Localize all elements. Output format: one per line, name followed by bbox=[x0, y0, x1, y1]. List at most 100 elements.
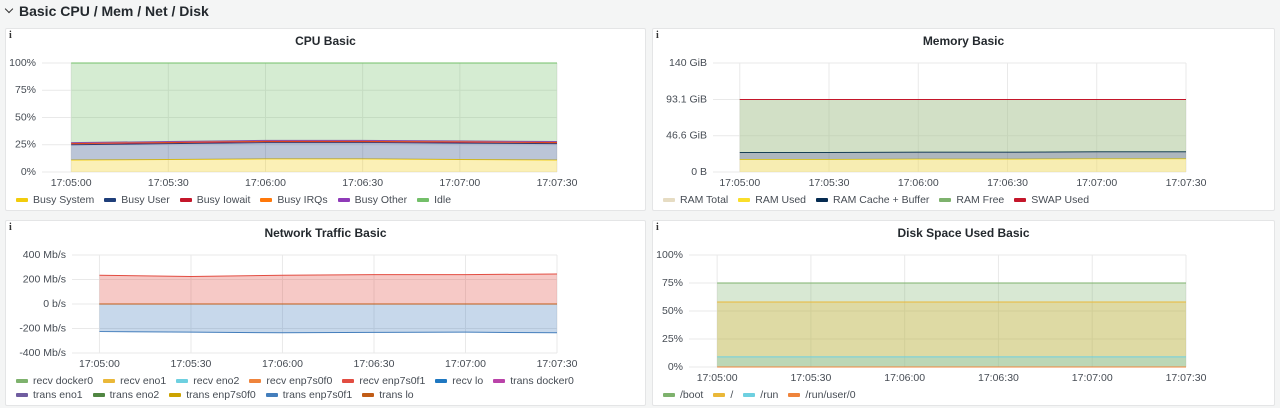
legend: /boot / /run/run/user/0 bbox=[663, 389, 1266, 401]
y-tick-label: 200 Mb/s bbox=[23, 273, 66, 285]
panel: i Network Traffic Basic recv docker0 recv e… bbox=[5, 220, 646, 406]
y-tick-label: 0% bbox=[668, 361, 683, 373]
plot: 0% 25% 50% 75% 100% 17:05:00 17:05:30 17:06:00 1… bbox=[656, 249, 1206, 384]
x-tick-label: 17:06:30 bbox=[354, 358, 395, 370]
y-tick-label: 25% bbox=[15, 139, 36, 151]
x-tick-label: 17:05:30 bbox=[809, 177, 850, 189]
legend-label: trans lo bbox=[379, 389, 414, 401]
legend-swatch bbox=[738, 198, 751, 202]
legend-item[interactable]: recv enp7s0f1 bbox=[342, 375, 425, 387]
legend-swatch bbox=[663, 198, 675, 202]
x-tick-label: 17:05:00 bbox=[51, 177, 92, 189]
area-fill bbox=[71, 63, 557, 143]
series-line bbox=[71, 142, 558, 146]
legend-item[interactable]: trans eno2 bbox=[92, 389, 159, 401]
y-tick-label: 100% bbox=[656, 249, 683, 261]
x-tick-label: 17:07:00 bbox=[439, 177, 480, 189]
legend-item[interactable]: SWAP Used bbox=[1014, 194, 1089, 206]
legend-swatch bbox=[743, 393, 756, 397]
y-tick-label: 50% bbox=[662, 305, 683, 317]
area-fill bbox=[71, 158, 557, 172]
area-fill bbox=[739, 158, 1186, 172]
legend-swatch bbox=[103, 379, 116, 383]
legend-label: recv docker0 bbox=[33, 375, 94, 387]
x-tick-label: 17:05:00 bbox=[697, 372, 738, 384]
legend-item[interactable]: Busy Iowait bbox=[179, 194, 251, 206]
info-icon[interactable]: i bbox=[656, 30, 659, 41]
panel: i Memory Basic RAM Total RAM Used RAM Cache … bbox=[652, 28, 1275, 211]
legend-item[interactable]: recv lo bbox=[435, 375, 483, 387]
info-icon[interactable]: i bbox=[656, 222, 659, 233]
y-tick-label: 75% bbox=[662, 277, 683, 289]
legend-swatch bbox=[1014, 198, 1027, 202]
legend-swatch bbox=[788, 393, 801, 397]
row-title: Basic CPU / Mem / Net / Disk bbox=[19, 3, 209, 19]
series-line bbox=[739, 158, 1186, 161]
legend-item[interactable]: recv enp7s0f0 bbox=[249, 375, 332, 387]
legend-item[interactable]: RAM Cache + Buffer bbox=[816, 194, 929, 206]
legend-item[interactable]: trans enp7s0f0 bbox=[169, 389, 256, 401]
legend-swatch bbox=[179, 198, 192, 202]
legend-label: SWAP Used bbox=[1031, 194, 1090, 206]
legend-label: Busy IRQs bbox=[277, 194, 328, 206]
legend-item[interactable]: RAM Total bbox=[663, 194, 728, 206]
legend-item[interactable]: Idle bbox=[417, 194, 451, 206]
legend-swatch bbox=[16, 198, 28, 202]
legend-swatch bbox=[249, 379, 262, 383]
legend-item[interactable]: Busy Other bbox=[337, 194, 408, 206]
series-line bbox=[71, 158, 558, 161]
legend-swatch bbox=[92, 393, 105, 397]
legend-label: RAM Cache + Buffer bbox=[833, 194, 930, 206]
legend-item[interactable]: trans enp7s0f1 bbox=[265, 389, 352, 401]
info-icon[interactable]: i bbox=[9, 222, 12, 233]
legend-item[interactable]: /boot bbox=[663, 389, 703, 401]
legend-label: Busy Iowait bbox=[196, 194, 251, 206]
row-header[interactable]: Basic CPU / Mem / Net / Disk bbox=[4, 3, 209, 19]
legend-item[interactable]: RAM Used bbox=[738, 194, 806, 206]
y-tick-label: -400 Mb/s bbox=[19, 347, 66, 359]
area-fill bbox=[739, 99, 1186, 153]
legend-swatch bbox=[104, 198, 117, 202]
legend-label: recv lo bbox=[452, 375, 484, 387]
plot: -400 Mb/s -200 Mb/s 0 b/s 200 Mb/s 400 Mb/s 1… bbox=[19, 249, 577, 370]
legend-label: recv eno2 bbox=[193, 375, 240, 387]
legend-item[interactable]: recv eno2 bbox=[176, 375, 239, 387]
x-tick-label: 17:07:00 bbox=[1072, 372, 1113, 384]
legend-swatch bbox=[342, 379, 355, 383]
legend-swatch bbox=[939, 198, 952, 202]
x-tick-label: 17:06:00 bbox=[245, 177, 286, 189]
legend-item[interactable]: / bbox=[713, 389, 733, 401]
legend-swatch bbox=[176, 379, 189, 383]
legend-item[interactable]: /run/user/0 bbox=[788, 389, 856, 401]
legend-item[interactable]: Busy System bbox=[16, 194, 94, 206]
legend-item[interactable]: Busy User bbox=[104, 194, 170, 206]
legend-label: recv eno1 bbox=[120, 375, 167, 387]
legend-label: Busy Other bbox=[354, 194, 408, 206]
legend-item[interactable]: recv docker0 bbox=[16, 375, 93, 387]
y-tick-label: 50% bbox=[15, 111, 36, 123]
legend-swatch bbox=[417, 198, 430, 202]
legend-swatch bbox=[663, 393, 675, 397]
legend-item[interactable]: trans eno1 bbox=[16, 389, 83, 401]
legend-item[interactable]: /run bbox=[743, 389, 778, 401]
legend-item[interactable]: trans lo bbox=[362, 389, 414, 401]
legend: RAM Total RAM Used RAM Cache + Buffer RAM F… bbox=[663, 194, 1266, 206]
panel-title: Memory Basic bbox=[922, 34, 1005, 48]
x-tick-label: 17:06:30 bbox=[987, 177, 1028, 189]
y-tick-label: 46.6 GiB bbox=[666, 129, 707, 141]
legend-label: trans enp7s0f0 bbox=[186, 389, 256, 401]
legend-label: trans docker0 bbox=[510, 375, 574, 387]
collapse-icon[interactable] bbox=[4, 4, 14, 14]
info-icon[interactable]: i bbox=[9, 30, 12, 41]
legend-item[interactable]: RAM Free bbox=[939, 194, 1004, 206]
legend-item[interactable]: recv eno1 bbox=[103, 375, 166, 387]
y-tick-label: 25% bbox=[662, 333, 683, 345]
panel-title: Disk Space Used Basic bbox=[897, 226, 1030, 240]
y-tick-label: -200 Mb/s bbox=[19, 322, 66, 334]
legend-label: RAM Used bbox=[755, 194, 807, 206]
legend-item[interactable]: trans docker0 bbox=[493, 375, 574, 387]
y-tick-label: 0 B bbox=[691, 166, 707, 178]
legend-item[interactable]: Busy IRQs bbox=[260, 194, 328, 206]
x-tick-label: 17:06:00 bbox=[898, 177, 939, 189]
legend-swatch bbox=[169, 393, 182, 397]
